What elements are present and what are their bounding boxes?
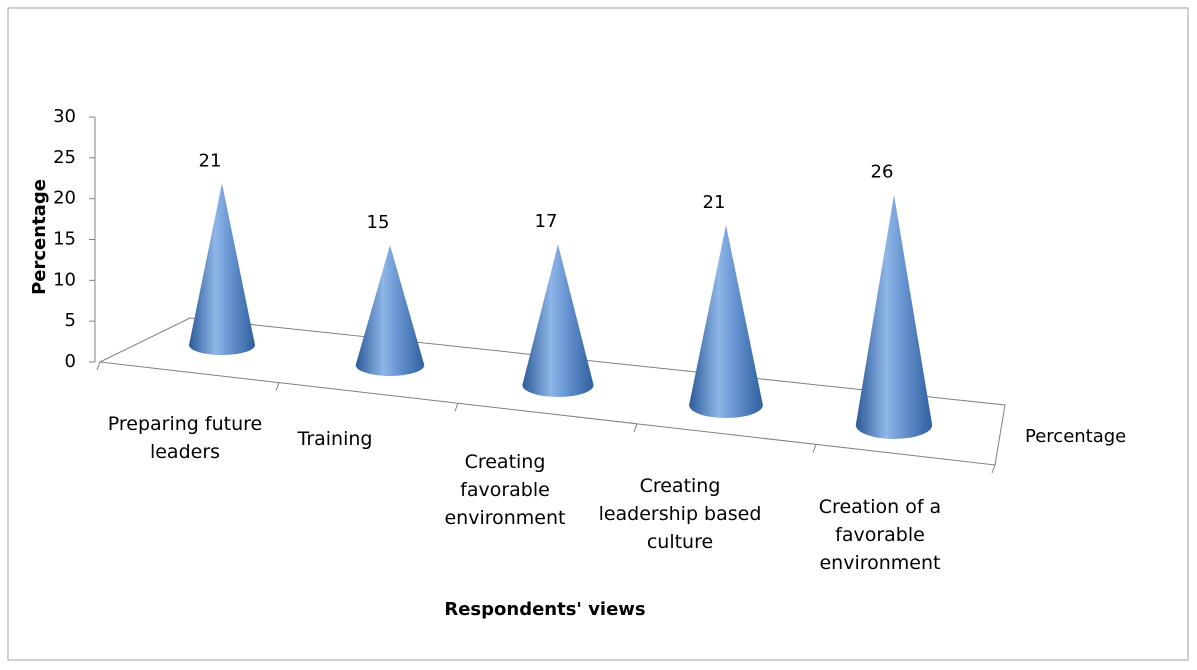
y-tick-label: 0 [65, 351, 76, 372]
x-tick-mark [812, 444, 817, 453]
data-label: 26 [871, 162, 894, 183]
chart-border [7, 7, 1189, 661]
x-tick-label: Creating favorable environment [444, 451, 566, 529]
cone [522, 244, 594, 397]
x-tick-mark [991, 464, 996, 474]
x-tick-mark [633, 423, 638, 432]
x-tick-label: Preparing future leaders [107, 413, 263, 463]
data-label: 21 [199, 150, 222, 171]
data-label: 21 [703, 192, 726, 213]
y-tick-label: 25 [53, 147, 76, 168]
floor [98, 317, 1006, 466]
y-tick-label: 15 [53, 229, 76, 250]
x-tick-label: Creating leadership based culture [598, 475, 762, 553]
y-axis-title: Percentage [29, 179, 50, 295]
x-axis-title: Respondents' views [444, 599, 645, 620]
cone [189, 183, 255, 355]
y-tick-label: 20 [53, 188, 76, 209]
x-tick-label: Creation of a favorable environment [818, 496, 942, 574]
x-tick-mark [275, 382, 280, 391]
data-label: 17 [535, 211, 558, 232]
cone [689, 225, 763, 419]
x-tick-mark [96, 361, 101, 371]
y-tick-label: 30 [53, 106, 76, 127]
series-label: Percentage [1025, 426, 1126, 447]
data-label: 15 [367, 212, 390, 233]
x-tick-mark [454, 403, 459, 412]
x-tick-label: Training [297, 428, 373, 450]
y-tick-label: 5 [65, 310, 76, 331]
cone [355, 245, 425, 377]
cone [855, 194, 933, 439]
y-tick-label: 10 [53, 269, 76, 290]
